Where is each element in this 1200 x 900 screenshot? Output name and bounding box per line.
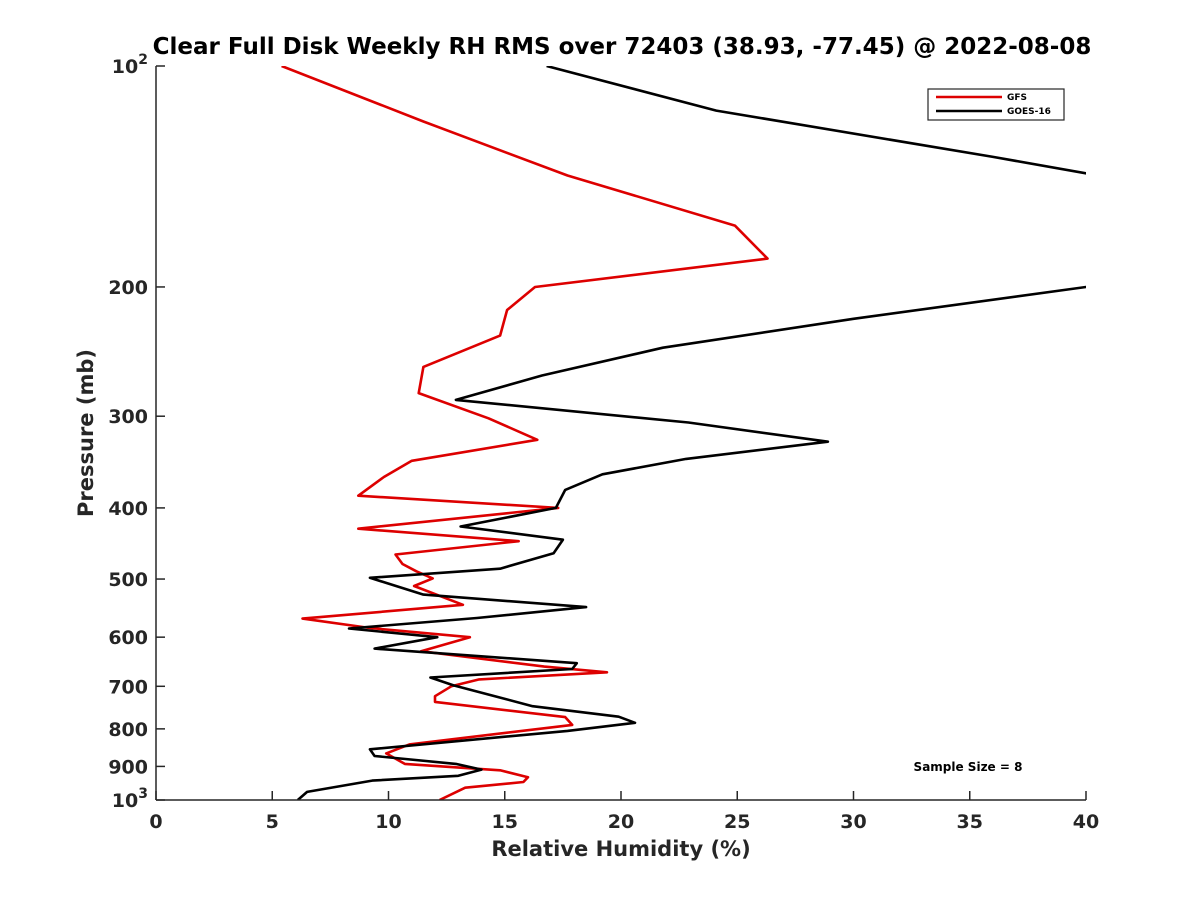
chart-title: Clear Full Disk Weekly RH RMS over 72403… — [153, 34, 1092, 60]
y-tick-label: 102 — [112, 52, 148, 78]
y-ticks: 102 200 300 400 500 600 700 800 900 103 — [108, 52, 165, 812]
y-tick-label: 103 — [112, 786, 148, 812]
y-axis-label: Pressure (mb) — [74, 349, 98, 517]
x-tick-label: 30 — [840, 811, 866, 833]
y-tick-label: 400 — [108, 498, 148, 520]
y-tick-label: 900 — [108, 756, 148, 778]
x-axis-label: Relative Humidity (%) — [491, 837, 750, 861]
x-tick-label: 0 — [149, 811, 162, 833]
y-tick-label: 500 — [108, 569, 148, 591]
y-tick-label: 700 — [108, 676, 148, 698]
series-line-gfs — [281, 66, 769, 800]
x-tick-label: 5 — [266, 811, 279, 833]
legend: GFS GOES-16 — [927, 88, 1065, 121]
y-tick-label: 300 — [108, 406, 148, 428]
y-tick-label: 800 — [108, 719, 148, 741]
x-ticks: 0 5 10 15 20 25 30 35 40 — [149, 791, 1099, 833]
y-tick-label: 600 — [108, 627, 148, 649]
x-tick-label: 35 — [957, 811, 983, 833]
sample-size-annotation: Sample Size = 8 — [914, 760, 1023, 774]
legend-label-gfs: GFS — [1007, 93, 1027, 103]
x-tick-label: 10 — [375, 811, 401, 833]
x-tick-label: 15 — [492, 811, 518, 833]
series-line-goes-16 — [546, 66, 1086, 175]
y-tick-label: 200 — [108, 277, 148, 299]
series-line-goes-16-segment-2 — [296, 285, 1086, 800]
series-layer — [281, 66, 1086, 800]
legend-box — [927, 88, 1065, 121]
plot-area: 0 5 10 15 20 25 30 35 40 102 200 300 400 500 600 700 80… — [108, 52, 1099, 833]
x-tick-label: 25 — [724, 811, 750, 833]
x-tick-label: 40 — [1073, 811, 1099, 833]
x-tick-label: 20 — [608, 811, 634, 833]
legend-label-goes-16: GOES-16 — [1007, 107, 1051, 117]
